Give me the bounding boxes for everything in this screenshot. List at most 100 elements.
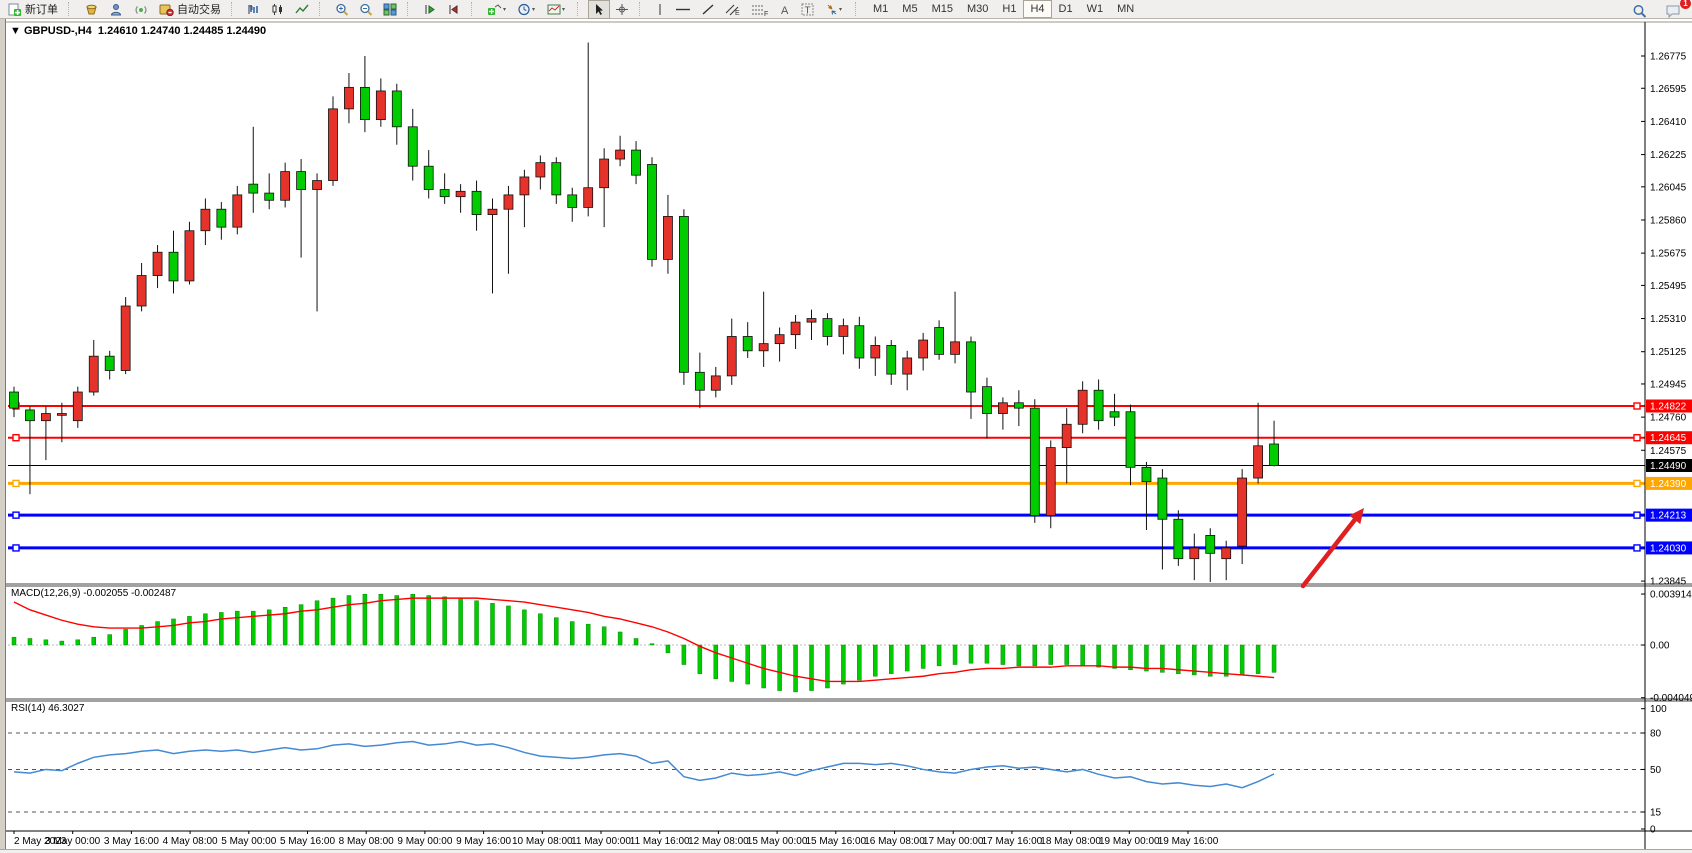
- candle[interactable]: [344, 73, 354, 124]
- candle[interactable]: [854, 316, 865, 369]
- candle[interactable]: [232, 185, 243, 235]
- candle[interactable]: [72, 386, 83, 428]
- timeframe-MN[interactable]: MN: [1117, 3, 1135, 15]
- timeframe-M5[interactable]: M5: [902, 3, 918, 15]
- line-anchor-marker[interactable]: [12, 511, 20, 519]
- line-anchor-marker[interactable]: [12, 479, 20, 488]
- annotation-arrow[interactable]: [1300, 517, 1358, 589]
- candle[interactable]: [1093, 379, 1104, 430]
- candle[interactable]: [1077, 381, 1088, 434]
- candle[interactable]: [1141, 461, 1152, 531]
- candle[interactable]: [25, 406, 35, 495]
- candle[interactable]: [1125, 404, 1136, 486]
- candle[interactable]: [535, 155, 546, 190]
- candle[interactable]: [1029, 399, 1040, 523]
- chart-shift-button[interactable]: [442, 0, 466, 19]
- market-watch-button[interactable]: [79, 0, 104, 19]
- navigator-button[interactable]: [104, 0, 129, 19]
- equidistant-channel-tool[interactable]: E: [720, 0, 746, 19]
- candle[interactable]: [998, 397, 1008, 430]
- candle[interactable]: [663, 194, 673, 274]
- candle[interactable]: [152, 245, 163, 289]
- candlestick-button[interactable]: [266, 0, 290, 19]
- candle[interactable]: [503, 185, 514, 274]
- candle[interactable]: [694, 352, 705, 409]
- candle[interactable]: [1109, 393, 1120, 427]
- candle[interactable]: [56, 402, 67, 443]
- candle[interactable]: [551, 157, 562, 204]
- candle[interactable]: [1253, 402, 1263, 484]
- fibonacci-tool[interactable]: F: [746, 0, 774, 19]
- zoom-out-button[interactable]: [354, 0, 378, 19]
- candle[interactable]: [1061, 408, 1072, 484]
- candle[interactable]: [248, 126, 259, 213]
- signals-button[interactable]: [129, 0, 154, 19]
- candle[interactable]: [822, 313, 833, 346]
- candle[interactable]: [296, 159, 307, 258]
- search-button[interactable]: [1627, 1, 1652, 20]
- horizontal-line-tool[interactable]: [670, 0, 696, 19]
- candle[interactable]: [1173, 510, 1184, 566]
- candle[interactable]: [407, 108, 418, 181]
- candle[interactable]: [758, 291, 769, 367]
- candle[interactable]: [583, 42, 594, 217]
- line-anchor-marker[interactable]: [1633, 434, 1641, 442]
- crosshair-button[interactable]: [610, 0, 634, 19]
- candle[interactable]: [200, 198, 211, 246]
- candle[interactable]: [184, 221, 195, 285]
- bar-chart-button[interactable]: [242, 0, 266, 19]
- collapse-triangle-icon[interactable]: ▼: [10, 25, 24, 37]
- arrows-tool[interactable]: [820, 0, 850, 19]
- templates-button[interactable]: [542, 0, 572, 19]
- autotrading-button[interactable]: 自动交易: [154, 0, 226, 19]
- candle[interactable]: [120, 297, 131, 375]
- candle[interactable]: [934, 320, 944, 360]
- candle[interactable]: [216, 202, 227, 240]
- zoom-in-button[interactable]: [330, 0, 354, 19]
- candle[interactable]: [966, 336, 976, 419]
- candle[interactable]: [950, 291, 960, 364]
- candle[interactable]: [806, 309, 817, 341]
- line-anchor-marker[interactable]: [12, 434, 20, 442]
- line-anchor-marker[interactable]: [1633, 479, 1641, 488]
- candle[interactable]: [1189, 533, 1200, 581]
- candle[interactable]: [870, 336, 881, 376]
- candle[interactable]: [423, 150, 434, 199]
- candle[interactable]: [567, 187, 578, 222]
- cursor-button[interactable]: [588, 0, 610, 19]
- candle[interactable]: [168, 230, 179, 294]
- candle[interactable]: [982, 377, 992, 439]
- new-order-button[interactable]: 新订单: [3, 0, 63, 19]
- timeframe-W1[interactable]: W1: [1086, 3, 1104, 15]
- candle[interactable]: [487, 198, 498, 294]
- candle[interactable]: [88, 340, 99, 396]
- candle[interactable]: [519, 169, 530, 228]
- candle[interactable]: [902, 350, 913, 391]
- candle[interactable]: [280, 162, 291, 208]
- label-tool[interactable]: T: [796, 0, 820, 19]
- vertical-line-tool[interactable]: [650, 0, 670, 19]
- candle[interactable]: [838, 318, 849, 355]
- candle[interactable]: [1157, 469, 1168, 570]
- candle[interactable]: [599, 148, 610, 228]
- candle[interactable]: [375, 78, 386, 127]
- candle[interactable]: [9, 386, 19, 418]
- candle[interactable]: [439, 173, 450, 204]
- timeframe-M30[interactable]: M30: [966, 3, 989, 15]
- candle[interactable]: [328, 96, 338, 186]
- candle[interactable]: [918, 332, 929, 371]
- candle[interactable]: [774, 327, 785, 362]
- candle[interactable]: [1237, 469, 1248, 565]
- candle[interactable]: [631, 141, 641, 185]
- candle[interactable]: [264, 173, 275, 210]
- notifications-button[interactable]: 1: [1660, 0, 1691, 20]
- candle[interactable]: [615, 135, 625, 167]
- candle[interactable]: [679, 209, 689, 385]
- trendline-tool[interactable]: [696, 0, 720, 19]
- periods-button[interactable]: [512, 0, 542, 19]
- candle[interactable]: [790, 314, 801, 350]
- annotation-arrow-head[interactable]: [1349, 508, 1364, 525]
- candle[interactable]: [41, 406, 51, 461]
- line-anchor-marker[interactable]: [1633, 544, 1641, 552]
- timeframe-M1[interactable]: M1: [873, 3, 889, 15]
